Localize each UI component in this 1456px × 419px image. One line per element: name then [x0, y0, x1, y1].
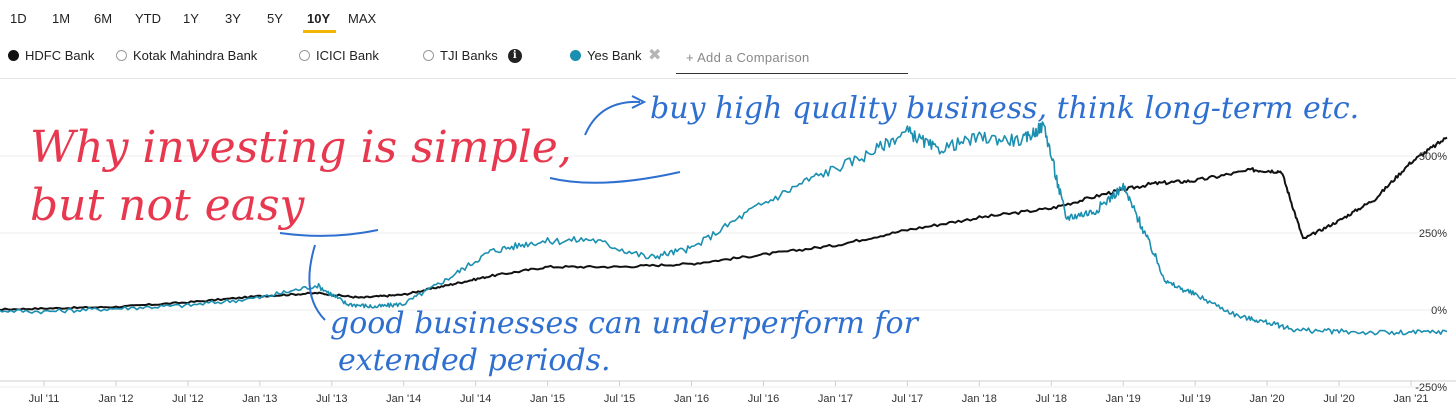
info-icon[interactable]: i	[507, 48, 522, 63]
x-tick-label: Jul '14	[460, 393, 491, 405]
series-dot-kotak	[116, 50, 127, 61]
legend-yes-bank[interactable]: Yes Bank	[570, 48, 641, 63]
grid-lines	[0, 155, 1456, 388]
annotation-bottom-line1: good businesses can underperform for	[330, 306, 920, 341]
underline-simple	[549, 171, 681, 184]
range-button-ytd[interactable]: YTD	[135, 11, 161, 26]
x-tick-label: Jul '19	[1179, 393, 1210, 405]
x-tick-label: Jul '17	[892, 393, 923, 405]
annotation-top-note: buy high quality business, think long-te…	[650, 91, 1359, 126]
x-tick-label: Jul '11	[29, 393, 60, 405]
annotation-bottom-line2: extended periods.	[338, 343, 611, 378]
active-range-underline	[303, 30, 336, 33]
range-button-5y[interactable]: 5Y	[267, 11, 283, 26]
add-comparison-input[interactable]	[676, 42, 908, 74]
series-dot-icici	[299, 50, 310, 61]
x-tick-label: Jul '16	[748, 393, 779, 405]
y-tick-label: 500%	[1419, 151, 1447, 163]
x-tick-label: Jan '12	[98, 393, 133, 405]
legend-label-yes: Yes Bank	[587, 48, 642, 63]
legend-label-kotak: Kotak Mahindra Bank	[133, 48, 258, 63]
arrow-head-top	[631, 95, 647, 109]
range-selector: 1D 1M 6M YTD 1Y 3Y 5Y 10Y MAX	[0, 0, 1456, 34]
legend-kotak-bank[interactable]: Kotak Mahindra Bank	[116, 48, 257, 63]
x-tick-label: Jan '16	[674, 393, 709, 405]
x-tick-label: Jan '17	[818, 393, 853, 405]
y-axis-ticks: 500% 250% 0% -250%	[1415, 151, 1447, 394]
x-tick-label: Jan '21	[1393, 393, 1428, 405]
x-axis-ticks: Jul '11 Jan '12 Jul '12 Jan '13 Jul '13 Jan '…	[29, 381, 1429, 405]
x-tick-label: Jul '20	[1323, 393, 1354, 405]
x-tick-label: Jan '20	[1250, 393, 1285, 405]
arrow-to-bottom-note	[308, 244, 326, 321]
range-button-3y[interactable]: 3Y	[225, 11, 241, 26]
x-tick-label: Jan '15	[530, 393, 565, 405]
series-dot-hdfc	[8, 50, 19, 61]
legend-icici-bank[interactable]: ICICI Bank	[299, 48, 379, 63]
range-button-max[interactable]: MAX	[348, 11, 377, 26]
remove-yes-bank-close-icon[interactable]: ✖	[648, 47, 662, 64]
y-tick-label: -250%	[1415, 382, 1447, 394]
annotation-title-line2: but not easy	[30, 180, 306, 231]
series-layer	[0, 121, 1448, 336]
legend-tji-banks[interactable]: TJI Banks i	[423, 48, 522, 63]
range-button-10y[interactable]: 10Y	[307, 11, 331, 26]
legend-hdfc-bank[interactable]: HDFC Bank	[8, 48, 94, 63]
legend-bar: HDFC Bank Kotak Mahindra Bank ICICI Bank…	[0, 36, 1456, 79]
x-tick-label: Jan '18	[962, 393, 997, 405]
legend-label-icici: ICICI Bank	[316, 48, 379, 63]
x-tick-label: Jan '13	[242, 393, 277, 405]
series-line-hdfc-bank	[0, 136, 1448, 311]
legend-label-hdfc: HDFC Bank	[25, 48, 95, 63]
series-dot-yes	[570, 50, 581, 61]
annotation-title-line1: Why investing is simple,	[30, 122, 572, 173]
x-tick-label: Jan '14	[386, 393, 421, 405]
range-button-1d[interactable]: 1D	[10, 11, 27, 26]
x-tick-label: Jul '18	[1036, 393, 1067, 405]
x-tick-label: Jan '19	[1106, 393, 1141, 405]
range-button-6m[interactable]: 6M	[94, 11, 113, 26]
underline-easy	[279, 229, 379, 237]
price-chart: Jul '11 Jan '12 Jul '12 Jan '13 Jul '13 Jan '…	[0, 91, 1456, 405]
arrow-to-top-note	[584, 100, 641, 136]
series-line-yes-bank	[0, 121, 1448, 336]
x-tick-label: Jul '12	[172, 393, 203, 405]
x-tick-label: Jul '15	[604, 393, 635, 405]
y-tick-label: 250%	[1419, 228, 1447, 240]
legend-label-tji: TJI Banks	[440, 48, 498, 63]
range-button-1m[interactable]: 1M	[52, 11, 71, 26]
series-dot-tji	[423, 50, 434, 61]
range-button-1y[interactable]: 1Y	[183, 11, 199, 26]
handwritten-annotations: Why investing is simple, but not easy bu…	[30, 91, 1359, 378]
y-tick-label: 0%	[1431, 305, 1447, 317]
x-tick-label: Jul '13	[316, 393, 347, 405]
